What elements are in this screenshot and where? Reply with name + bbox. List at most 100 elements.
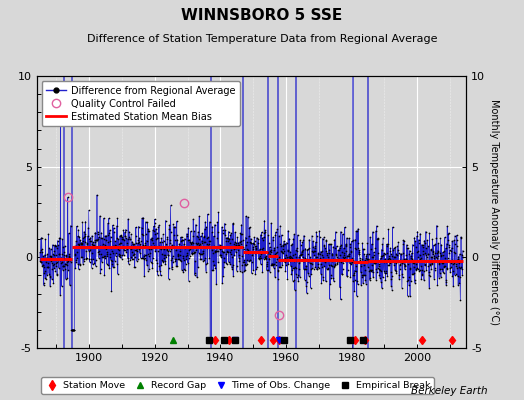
Point (457, 235, 465, 242)
Point (318, 280, 326, 286)
Point (297, 242, 305, 248)
Point (43, 251, 51, 257)
Point (406, 265, 414, 272)
Point (298, 239, 307, 245)
Point (377, 254, 385, 261)
Point (441, 255, 450, 261)
Point (222, 251, 230, 258)
Point (170, 224, 178, 230)
Point (37, 259, 46, 266)
Point (244, 250, 253, 256)
Point (357, 262, 365, 269)
Point (166, 248, 174, 254)
Point (339, 265, 347, 272)
Point (271, 229, 280, 235)
Point (269, 264, 278, 271)
Point (268, 261, 277, 267)
Point (269, 234, 277, 240)
Point (392, 270, 400, 276)
Point (208, 223, 216, 230)
Point (224, 234, 232, 241)
Point (160, 255, 168, 261)
Point (190, 250, 199, 256)
Point (159, 245, 167, 252)
Point (264, 232, 272, 238)
Point (280, 238, 288, 244)
Point (325, 246, 334, 253)
Point (239, 246, 248, 252)
Point (244, 247, 252, 254)
Point (312, 239, 320, 245)
Point (52, 243, 60, 249)
Point (423, 254, 431, 260)
Point (192, 240, 200, 246)
Point (441, 245, 450, 252)
Point (238, 262, 246, 268)
Point (207, 336, 215, 342)
Point (218, 280, 226, 287)
Point (237, 231, 245, 237)
Point (322, 237, 330, 243)
Point (430, 255, 438, 262)
Point (363, 251, 371, 258)
Point (368, 269, 377, 276)
Point (297, 249, 305, 256)
Point (131, 247, 139, 254)
Point (51, 267, 59, 274)
Point (280, 259, 289, 266)
Point (239, 259, 248, 265)
Point (89, 242, 97, 248)
Point (379, 252, 387, 258)
Point (373, 235, 381, 241)
Point (339, 260, 347, 266)
Point (303, 251, 312, 258)
Point (394, 247, 402, 253)
Point (328, 258, 336, 264)
Point (118, 236, 127, 242)
Point (209, 233, 217, 239)
Point (410, 260, 418, 266)
Point (371, 260, 379, 266)
Point (210, 243, 218, 250)
Point (183, 230, 191, 237)
Point (400, 261, 408, 267)
Point (456, 274, 464, 280)
Point (89, 256, 97, 262)
Point (246, 224, 254, 230)
Point (333, 260, 342, 266)
Point (323, 250, 331, 256)
Point (447, 248, 455, 255)
Point (444, 230, 453, 237)
Point (154, 234, 162, 241)
Point (407, 258, 416, 264)
Point (403, 278, 411, 284)
Point (256, 246, 264, 252)
Point (424, 269, 433, 276)
Point (103, 251, 111, 257)
Point (353, 281, 362, 288)
Point (57, 255, 65, 261)
Point (294, 272, 302, 278)
Point (173, 236, 181, 243)
Point (82, 256, 91, 263)
Point (87, 245, 95, 252)
Point (293, 258, 302, 265)
Point (172, 263, 180, 269)
Point (155, 222, 163, 228)
Point (233, 242, 242, 248)
Point (128, 248, 136, 255)
Point (350, 288, 358, 294)
Point (313, 233, 321, 240)
Point (302, 263, 310, 269)
Point (436, 252, 445, 259)
Point (223, 261, 231, 267)
Point (70, 327, 79, 333)
Point (395, 258, 403, 264)
Point (230, 221, 238, 228)
Point (387, 251, 396, 257)
Point (140, 254, 149, 261)
Point (414, 236, 423, 243)
Point (451, 232, 459, 239)
Point (118, 252, 126, 258)
Point (348, 255, 356, 262)
